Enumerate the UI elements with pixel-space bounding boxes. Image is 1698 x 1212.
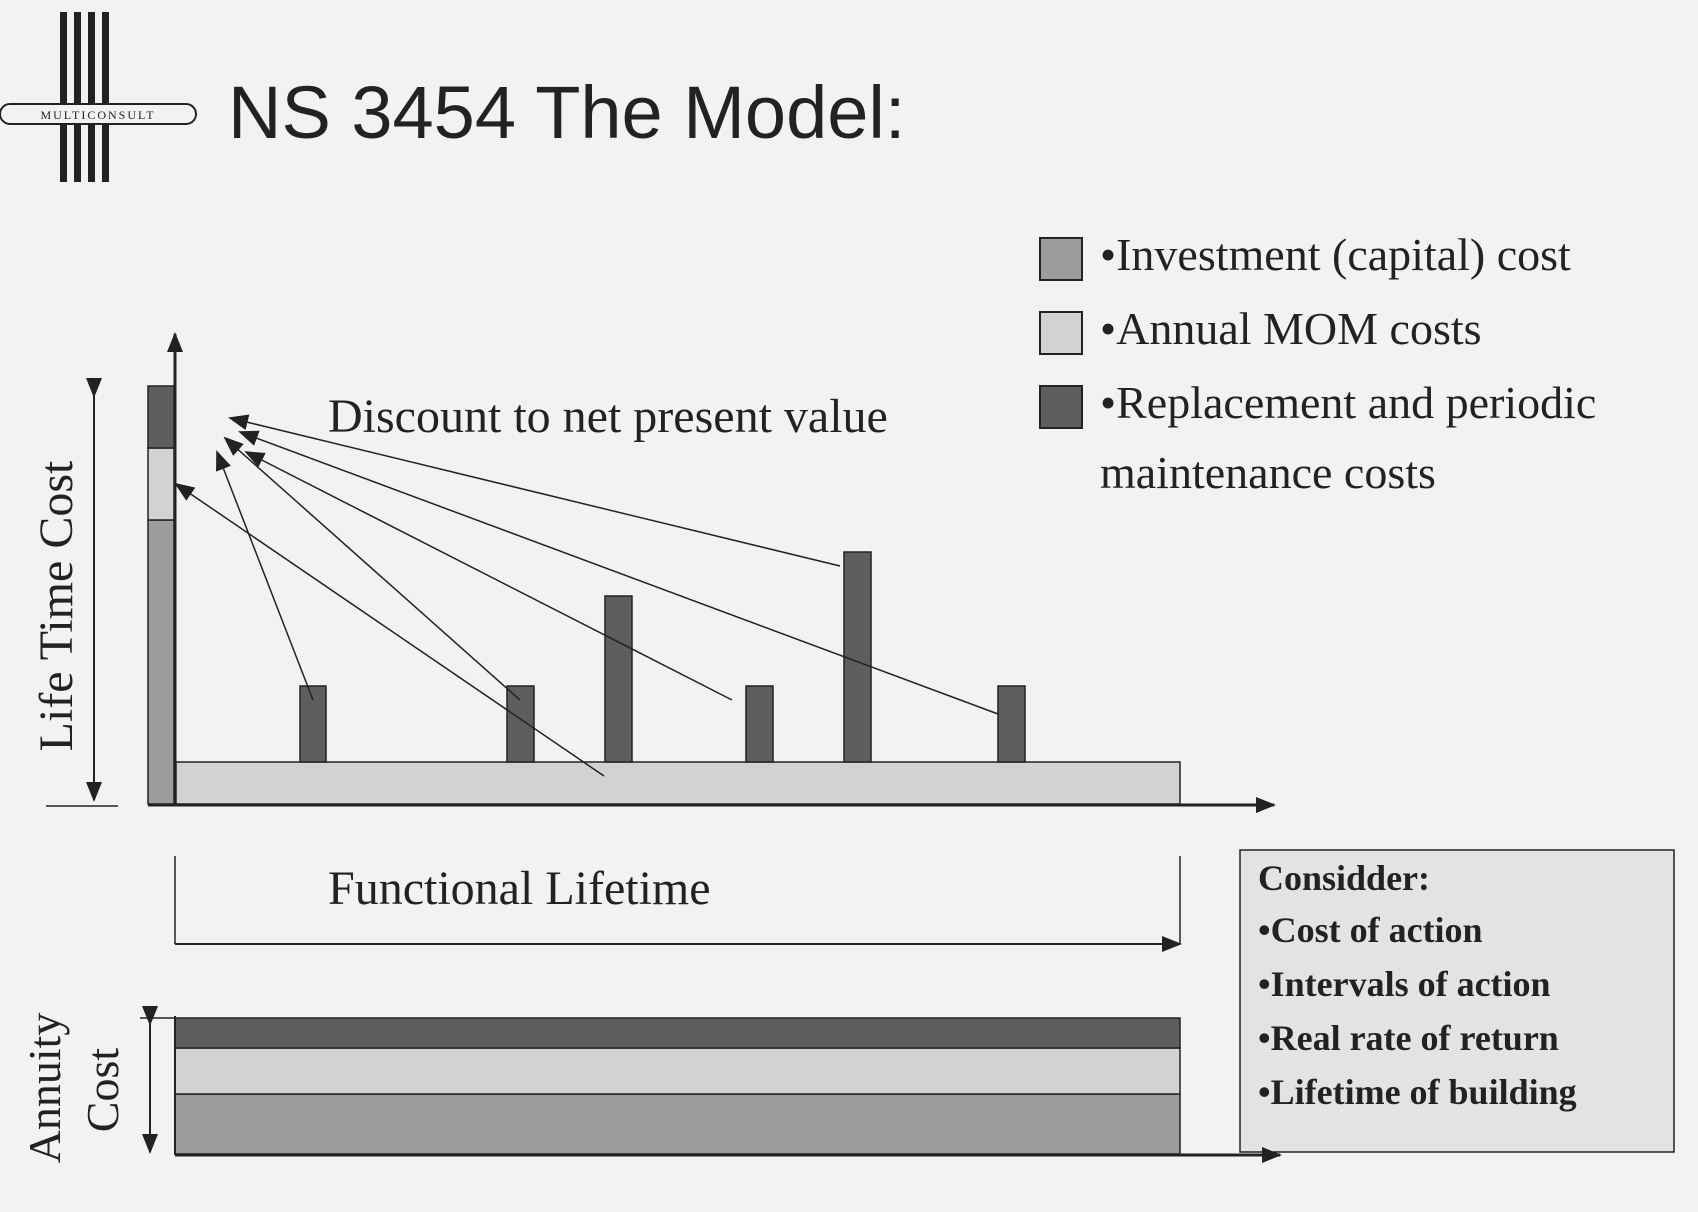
logo-text: MULTICONSULT (40, 108, 155, 122)
replacement-bar (604, 595, 633, 763)
annuity-mom-band (174, 1047, 1181, 1095)
life-time-cost-label: Life Time Cost (30, 460, 83, 751)
discount-arrow (228, 414, 841, 567)
legend-swatch-mom (1039, 311, 1083, 355)
replacement-bar (997, 685, 1026, 763)
legend-label-replacement-line1: •Replacement and periodic (1100, 377, 1596, 428)
consider-item: •Real rate of return (1258, 1018, 1559, 1058)
initial-stack-mom (147, 447, 175, 521)
consider-item: •Intervals of action (1258, 964, 1551, 1004)
replacement-bar (299, 685, 327, 763)
legend-swatch-investment (1039, 237, 1083, 281)
discount-arrow (174, 482, 605, 777)
annuity-investment-band (174, 1093, 1181, 1155)
discount-arrow (244, 451, 733, 701)
annuity-label-line2: Cost (77, 1048, 128, 1133)
discount-arrow (238, 430, 999, 715)
consider-box: Considder: •Cost of action •Intervals of… (1239, 849, 1675, 1153)
legend-label-investment: •Investment (capital) cost (1100, 229, 1571, 280)
annual-mom-bar (175, 761, 1181, 805)
discount-label: Discount to net present value (328, 390, 888, 443)
multiconsult-logo: MULTICONSULT (0, 12, 197, 182)
legend-label-replacement-line2: maintenance costs (1100, 447, 1436, 498)
annuity-label-line1: Annuity (19, 1013, 70, 1164)
initial-stack-replacement (147, 385, 175, 449)
legend-label-mom: •Annual MOM costs (1100, 303, 1482, 354)
replacement-bar (843, 551, 872, 763)
annuity-chart: Annuity Cost (19, 1006, 1282, 1164)
consider-item: •Lifetime of building (1258, 1072, 1577, 1112)
page-title: NS 3454 The Model: (228, 71, 905, 154)
discount-arrows (174, 414, 999, 777)
legend: •Investment (capital) cost •Annual MOM c… (1039, 229, 1596, 498)
initial-stack-investment (147, 519, 175, 805)
consider-item: •Cost of action (1258, 910, 1483, 950)
consider-heading: Considder: (1258, 858, 1430, 898)
replacement-bar (745, 685, 774, 763)
discount-arrow (216, 450, 314, 701)
discount-arrow (223, 436, 521, 701)
replacement-bars (299, 551, 1026, 763)
replacement-bar (506, 685, 535, 763)
functional-lifetime-label: Functional Lifetime (328, 862, 711, 915)
initial-cost-stack (147, 385, 175, 805)
annuity-replacement-band (174, 1017, 1181, 1049)
legend-swatch-replacement (1039, 385, 1083, 429)
